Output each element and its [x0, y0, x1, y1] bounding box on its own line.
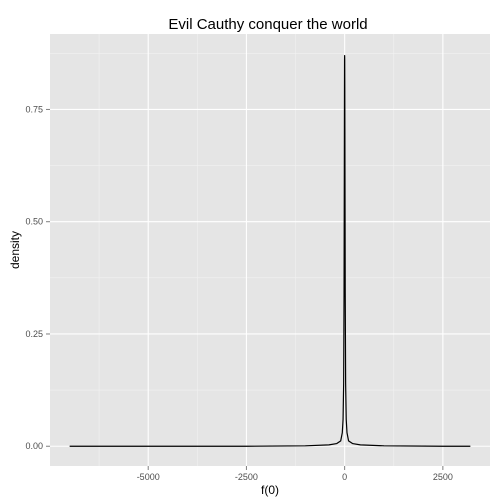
- y-tick-label: 0.00: [25, 441, 43, 451]
- y-tick-label: 0.25: [25, 329, 43, 339]
- x-tick-label: -2500: [235, 472, 258, 482]
- y-tick-label: 0.75: [25, 104, 43, 114]
- series-layer: [69, 54, 471, 447]
- x-tick-label: 0: [342, 472, 347, 482]
- y-axis-ticks: 0.00 0.25 0.50 0.75: [25, 104, 50, 451]
- y-tick-label: 0.50: [25, 217, 43, 227]
- density-line: [69, 54, 471, 447]
- x-axis-title: f(0): [261, 483, 279, 497]
- x-tick-label: -5000: [137, 472, 160, 482]
- x-axis-ticks: -5000 -2500 0 2500: [137, 466, 453, 482]
- y-axis-title: density: [8, 231, 22, 269]
- plot-panel: [50, 34, 490, 466]
- chart-title: Evil Cauthy conquer the world: [168, 16, 367, 33]
- minor-gridlines: [50, 34, 490, 466]
- x-tick-label: 2500: [433, 472, 453, 482]
